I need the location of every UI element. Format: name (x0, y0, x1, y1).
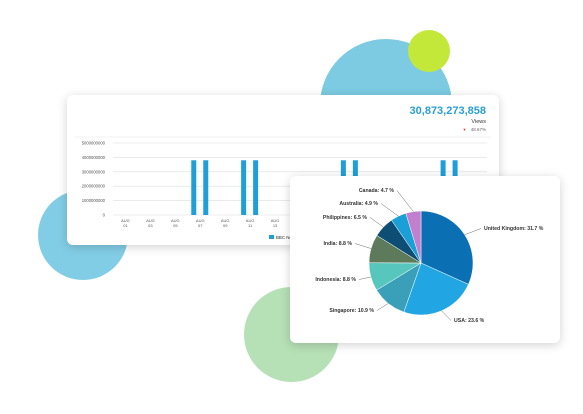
pie-slice-label: Canada: 4.7 % (359, 188, 395, 194)
x-tick-label: AUG 09 (221, 218, 230, 228)
pie-slice-label: India: 8.8 % (323, 241, 352, 247)
pie-slice-label: United Kingdom: 31.7 % (484, 226, 544, 232)
pie-slice (403, 262, 469, 316)
pie-leader-line (464, 228, 482, 235)
y-tick-label: 5000000000 (82, 141, 106, 146)
total-views-value: 30,873,273,858 (409, 105, 486, 117)
x-tick-label: AUG 13 (271, 218, 280, 228)
pie-slice-label: Singapore: 10.9 % (329, 308, 374, 314)
bar (203, 160, 209, 215)
views-change-value: 48.67% (470, 127, 486, 132)
x-tick-label: AUG 05 (171, 218, 180, 228)
pie-slice-label: USA: 23.6 % (454, 318, 485, 324)
total-views-label: Views (471, 119, 486, 125)
y-tick-label: 3000000000 (82, 169, 106, 174)
x-tick-label: AUG 03 (146, 218, 155, 228)
bar (241, 160, 247, 215)
down-arrow-icon: ▼ (462, 127, 467, 132)
pie-leader-line (376, 303, 389, 311)
pie-leader-line (380, 203, 399, 217)
pie-chart: United Kingdom: 31.7 % USA: 23.6 % Singapo… (315, 188, 544, 324)
x-tick-label: AUG 07 (196, 218, 205, 228)
x-tick-label: AUG 01 (121, 218, 130, 228)
bar (191, 160, 197, 215)
legend-swatch (269, 235, 274, 239)
bar (253, 160, 259, 215)
pie-slice-label: Indonesia: 8.8 % (315, 277, 356, 283)
pie-leader-line (441, 310, 452, 321)
pie-leader-line (396, 190, 414, 212)
pie-slice-label: Philippines: 6.5 % (323, 215, 367, 221)
y-tick-label: 2000000000 (82, 184, 106, 189)
y-tick-label: 0 (103, 213, 106, 218)
y-tick-label: 1000000000 (82, 198, 106, 203)
pie-leader-line (354, 243, 372, 249)
views-change: ▼ 48.67% (463, 127, 487, 132)
pie-leader-line (369, 217, 384, 228)
x-tick-label: AUG 11 (246, 218, 255, 228)
y-tick-label: 4000000000 (82, 155, 106, 160)
country-pie-chart-card: United Kingdom: 31.7 % USA: 23.6 % Singapo… (290, 176, 560, 343)
pie-slice (420, 210, 474, 285)
pie-leader-line (358, 276, 371, 280)
legend-label: BBC News (276, 235, 298, 240)
decor-circle-lime (408, 30, 450, 72)
pie-slice-label: Australia: 4.9 % (339, 201, 378, 207)
